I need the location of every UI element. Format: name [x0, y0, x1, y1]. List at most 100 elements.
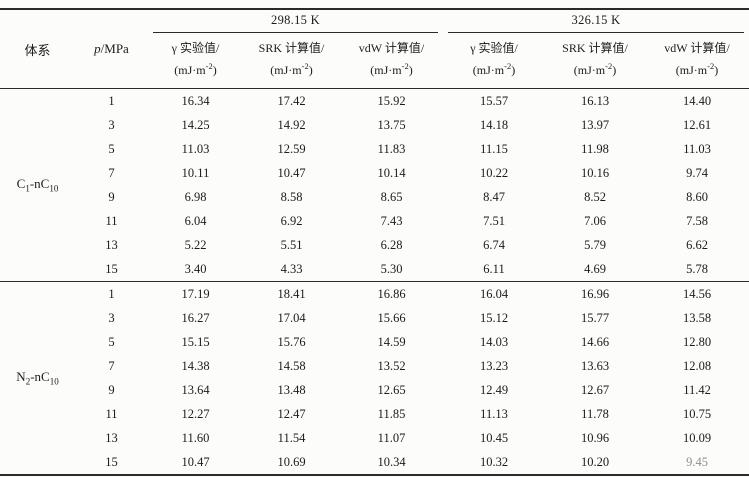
value-cell: 12.27	[181, 406, 210, 421]
value-cell: 5.51	[280, 237, 303, 252]
header-system: 体系	[0, 9, 75, 89]
value-cell: 10.47	[277, 165, 306, 180]
value-cell: 14.92	[277, 117, 306, 132]
value-cell: 13.52	[377, 358, 406, 373]
value-cell: 6.28	[380, 237, 403, 252]
value-cell: 16.86	[340, 281, 444, 306]
temp-label-298: 298.15 K	[153, 10, 439, 33]
value-cell: 12.47	[277, 406, 306, 421]
value-cell: 17.04	[277, 310, 306, 325]
value-cell: 6.11	[483, 261, 505, 276]
value-cell: 14.58	[277, 358, 306, 373]
table-body: C1-nC10 1 16.34 17.42 15.92 15.57 16.13 14.40 3 1…	[0, 89, 749, 475]
temp-header-row: 体系 p/MPa 298.15 K 326.15 K	[0, 9, 749, 89]
value-cell: 16.04	[443, 281, 546, 306]
value-cell: 16.34	[181, 93, 210, 108]
value-cell: 12.61	[682, 117, 712, 132]
value-cell: 3.40	[184, 261, 207, 276]
pressure-value: 5	[108, 334, 115, 349]
table-row: 5 11.03 12.59 11.83 11.15 11.98 11.03	[0, 137, 749, 161]
value-cell: 4.33	[280, 261, 303, 276]
unit-label: (mJ·m-2)	[370, 61, 413, 77]
value-cell: 12.65	[377, 382, 406, 397]
value-cell: 6.04	[184, 213, 207, 228]
header-temp-298: 298.15 K	[148, 9, 443, 33]
value-cell: 16.13	[580, 93, 610, 108]
value-cell: 11.03	[683, 141, 711, 156]
value-cell: 5.30	[380, 261, 403, 276]
pressure-value: 9	[108, 189, 115, 204]
system-header-label: 体系	[24, 42, 51, 58]
value-cell: 17.42	[277, 93, 306, 108]
surface-tension-table: 体系 p/MPa 298.15 K 326.15 K γ 实验值/ (mJ·m-…	[0, 8, 749, 476]
pressure-value: 9	[108, 382, 115, 397]
value-cell: 15.92	[377, 93, 406, 108]
value-cell: 8.52	[584, 189, 606, 204]
value-cell: 7.43	[380, 213, 403, 228]
col-header-gamma-exp-326: γ 实验值/ (mJ·m-2)	[443, 33, 546, 89]
value-cell: 10.16	[580, 165, 610, 180]
value-cell: 10.09	[682, 430, 712, 445]
value-cell: 12.08	[682, 358, 712, 373]
table-row: 11 12.27 12.47 11.85 11.13 11.78 10.75	[0, 402, 749, 426]
pressure-value: 7	[108, 165, 115, 180]
value-cell: 15.57	[479, 93, 509, 108]
value-cell: 10.11	[181, 165, 210, 180]
value-cell: 6.74	[483, 237, 505, 252]
pressure-value: 1	[75, 281, 148, 306]
value-cell: 14.38	[181, 358, 210, 373]
table-header: 体系 p/MPa 298.15 K 326.15 K γ 实验值/ (mJ·m-…	[0, 9, 749, 89]
value-cell: 11.07	[377, 430, 406, 445]
pressure-value: 11	[105, 213, 118, 228]
pressure-value: 1	[108, 93, 115, 108]
value-cell: 9.74	[686, 165, 708, 180]
value-cell: 11.60	[181, 430, 210, 445]
value-cell: 14.56	[645, 281, 749, 306]
value-cell: 13.48	[277, 382, 306, 397]
system-label: C1-nC10	[16, 176, 59, 194]
value-cell: 17.19	[148, 281, 243, 306]
value-cell: 15.77	[580, 310, 610, 325]
value-cell: 10.75	[682, 406, 712, 421]
table-row: C1-nC10 1 16.34 17.42 15.92 15.57 16.13 14.40	[0, 89, 749, 194]
value-cell: 8.60	[686, 189, 708, 204]
value-cell: 10.96	[580, 430, 610, 445]
value-cell: 18.41	[243, 281, 340, 306]
system-label: N2-nC10	[0, 281, 75, 475]
value-cell: 6.98	[184, 189, 207, 204]
value-cell: 14.18	[479, 117, 509, 132]
value-cell: 10.69	[277, 454, 306, 469]
value-cell: 11.85	[377, 406, 406, 421]
col-header-gamma-exp-298: γ 实验值/ (mJ·m-2)	[148, 33, 243, 89]
value-cell: 14.03	[479, 334, 509, 349]
value-cell: 13.75	[377, 117, 406, 132]
value-cell: 11.98	[581, 141, 609, 156]
pressure-unit: /MPa	[100, 41, 129, 56]
pressure-value: 13	[105, 237, 118, 252]
table-row: 11 6.04 6.92 7.43 7.51 7.06 7.58	[0, 209, 749, 233]
value-cell: 16.27	[181, 310, 210, 325]
value-cell: 10.20	[580, 454, 610, 469]
value-cell: 12.59	[277, 141, 306, 156]
table-row: 13 5.22 5.51 6.28 6.74 5.79 6.62	[0, 233, 749, 257]
value-cell: 11.03	[181, 141, 210, 156]
value-cell: 14.40	[682, 93, 712, 108]
col-header-vdw-298: vdW 计算值/ (mJ·m-2)	[340, 33, 444, 89]
table-row: 13 11.60 11.54 11.07 10.45 10.96 10.09	[0, 426, 749, 450]
value-cell: 8.65	[380, 189, 403, 204]
value-cell: 5.79	[584, 237, 606, 252]
value-cell: 13.23	[479, 358, 509, 373]
unit-label: (mJ·m-2)	[472, 61, 516, 77]
pressure-symbol: p	[94, 41, 101, 56]
table-row: 3 16.27 17.04 15.66 15.12 15.77 13.58	[0, 306, 749, 330]
table-row: 5 15.15 15.76 14.59 14.03 14.66 12.80	[0, 330, 749, 354]
pressure-value: 7	[108, 358, 115, 373]
value-cell: 10.47	[181, 454, 210, 469]
value-cell: 10.14	[377, 165, 406, 180]
table-row: 15 10.47 10.69 10.34 10.32 10.20 9.45	[0, 450, 749, 475]
value-cell: 8.58	[280, 189, 303, 204]
table-row: 15 3.40 4.33 5.30 6.11 4.69 5.78	[0, 257, 749, 282]
value-cell: 13.64	[181, 382, 210, 397]
value-cell: 13.58	[682, 310, 712, 325]
